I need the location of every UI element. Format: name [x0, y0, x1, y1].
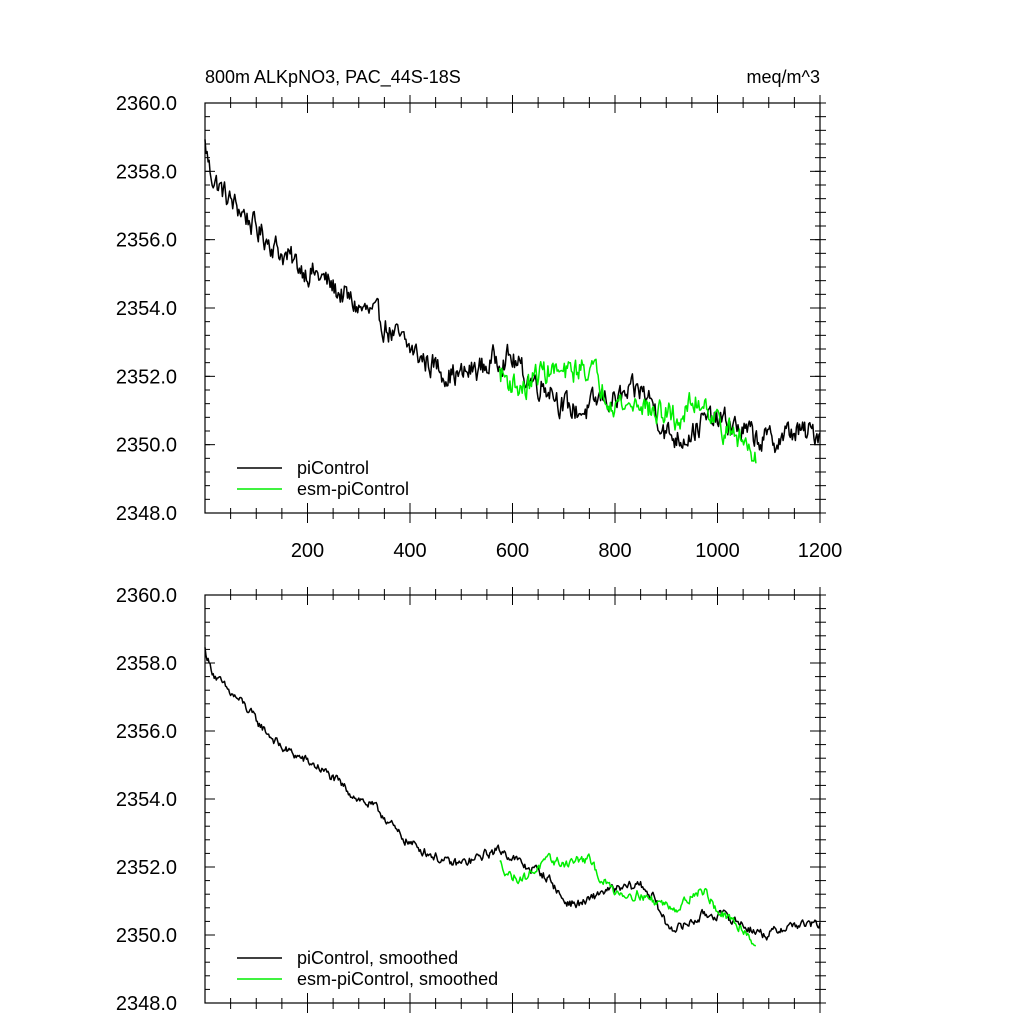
y-tick-label: 2358.0 [116, 653, 177, 675]
y-tick-label: 2352.0 [116, 366, 177, 388]
y-tick-label: 2350.0 [116, 925, 177, 947]
y-tick-label: 2350.0 [116, 435, 177, 457]
chart-panel-1: 2348.0 2350.0 2352.0 2354.0 2356.0 2358.0 2360… [116, 67, 842, 562]
x-tick-label: 600 [496, 540, 529, 562]
plot-frame [204, 102, 821, 514]
x-tick-label: 400 [393, 540, 426, 562]
y-tick-label: 2358.0 [116, 161, 177, 183]
y-tick-label: 2356.0 [116, 230, 177, 252]
x-tick-label: 1200 [798, 540, 843, 562]
x-tick-label: 200 [291, 540, 324, 562]
series-line-2 [498, 358, 757, 464]
series-line-1 [204, 139, 821, 454]
chart-units: meq/m^3 [747, 67, 820, 87]
series-line-1 [204, 647, 821, 941]
plot-frame [204, 594, 821, 1004]
legend-label: esm-piControl, smoothed [297, 969, 498, 989]
chart-title: 800m ALKpNO3, PAC_44S-18S [205, 67, 461, 88]
x-tick-label: 1000 [695, 540, 740, 562]
legend-label: piControl [297, 458, 369, 478]
series-line-2 [499, 852, 756, 947]
y-tick-label: 2348.0 [116, 993, 177, 1015]
legend-label: piControl, smoothed [297, 948, 458, 968]
legend-label: esm-piControl [297, 479, 409, 499]
y-tick-label: 2352.0 [116, 857, 177, 879]
y-tick-label: 2354.0 [116, 298, 177, 320]
chart-panel-2: 2348.0 2350.0 2352.0 2354.0 2356.0 2358.0 2360… [116, 585, 826, 1015]
x-tick-label: 800 [598, 540, 631, 562]
y-tick-label: 2356.0 [116, 721, 177, 743]
y-tick-label: 2354.0 [116, 789, 177, 811]
y-tick-label: 2360.0 [116, 93, 177, 115]
y-tick-label: 2348.0 [116, 503, 177, 525]
y-tick-label: 2360.0 [116, 585, 177, 607]
